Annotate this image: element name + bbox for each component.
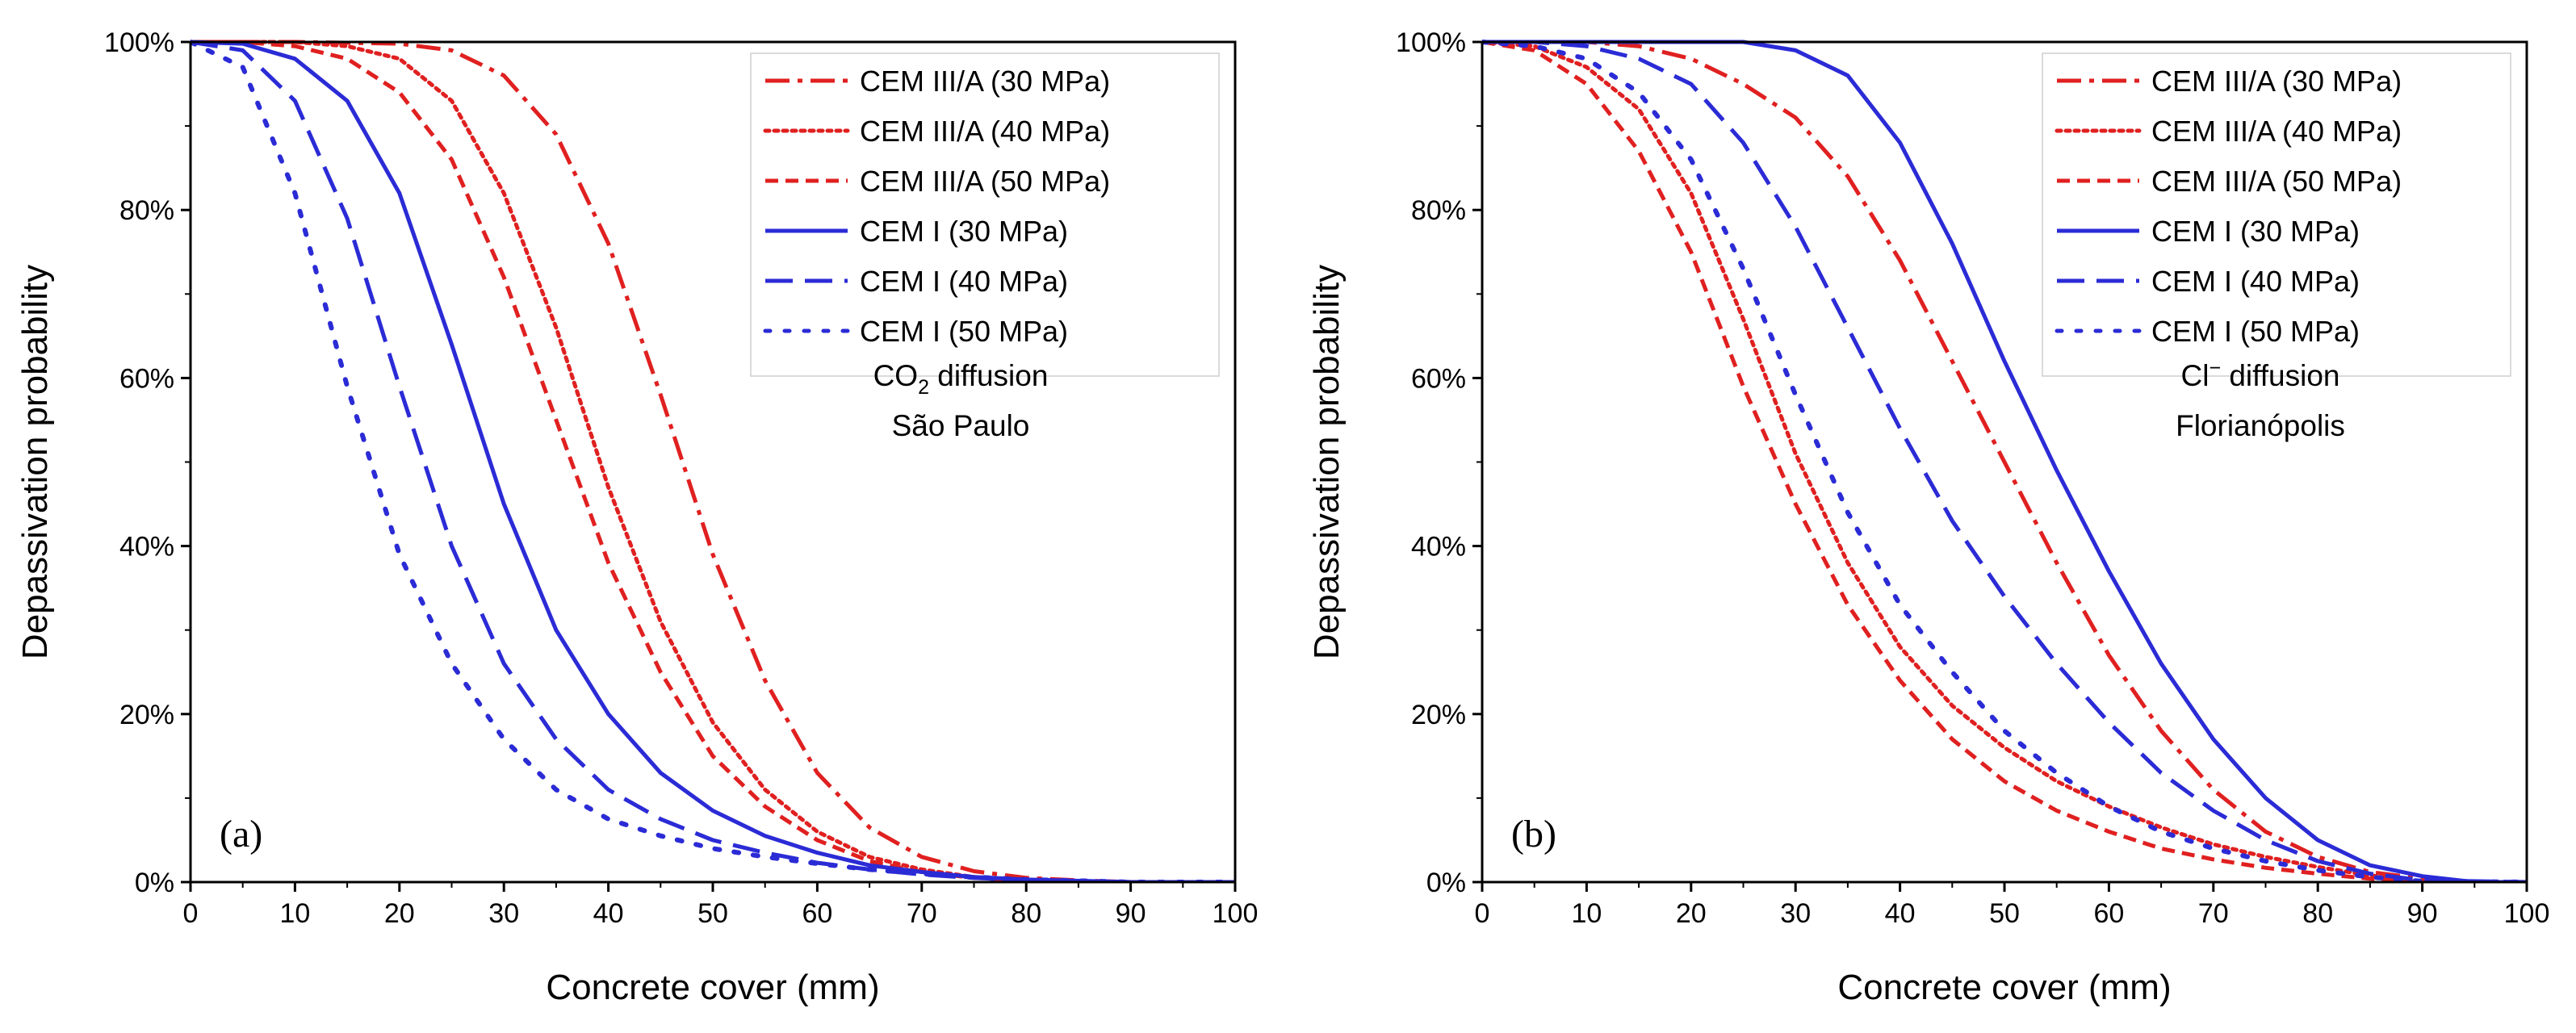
- y-tick-label: 0%: [1426, 868, 1466, 898]
- annotation-location: São Paulo: [892, 409, 1030, 442]
- x-tick-label: 50: [1989, 898, 2020, 929]
- legend-label: CEM III/A (30 MPa): [2151, 65, 2402, 98]
- annotation-diffusion: Cl− diffusion: [2181, 357, 2340, 392]
- x-tick-label: 0: [1475, 898, 1490, 929]
- x-tick-label: 30: [1780, 898, 1811, 929]
- x-tick-label: 20: [384, 898, 415, 929]
- x-tick-label: 100: [1213, 898, 1259, 929]
- legend-label: CEM I (50 MPa): [2151, 315, 2360, 348]
- x-tick-label: 40: [1885, 898, 1916, 929]
- series-line-6: [191, 40, 1235, 882]
- chart-panel-b: 0 10 20 30 40 50 60 70 80 90 100 0% 20% 40% 60% 80% 100%…: [1307, 27, 2549, 1007]
- panel-label: (b): [1511, 813, 1556, 855]
- series-line-1: [191, 40, 1235, 882]
- y-tick-label: 80%: [119, 195, 174, 226]
- legend-label: CEM III/A (40 MPa): [860, 115, 1110, 148]
- x-tick-label: 70: [2198, 898, 2229, 929]
- legend-label: CEM III/A (50 MPa): [2151, 165, 2402, 198]
- legend-label: CEM I (50 MPa): [860, 315, 1068, 348]
- legend-label: CEM III/A (40 MPa): [2151, 115, 2402, 148]
- series-line-5: [1482, 40, 2527, 882]
- y-tick-label: 0%: [135, 868, 174, 898]
- y-tick-label: 80%: [1411, 195, 1466, 226]
- legend-label: CEM I (40 MPa): [2151, 265, 2360, 298]
- legend-label: CEM I (30 MPa): [2151, 215, 2360, 248]
- x-tick-label: 80: [2302, 898, 2333, 929]
- legend-label: CEM I (40 MPa): [860, 265, 1068, 298]
- series-line-5: [191, 40, 1235, 882]
- chart-panel-a: 0 10 20 30 40 50 60 70 80 90 100 0% 20% 40% 60% 80% 100%…: [15, 27, 1258, 1007]
- x-tick-label: 10: [279, 898, 310, 929]
- legend-label: CEM III/A (30 MPa): [860, 65, 1110, 98]
- y-tick-label: 40%: [1411, 532, 1466, 563]
- series-line-2: [1482, 40, 2527, 882]
- x-tick-label: 90: [2407, 898, 2438, 929]
- legend-box: [2042, 52, 2511, 377]
- x-tick-label: 60: [2093, 898, 2124, 929]
- annotation-diffusion: CO2 diffusion: [873, 359, 1049, 399]
- y-tick-label: 60%: [1411, 363, 1466, 394]
- panel-label: (a): [220, 813, 262, 855]
- x-tick-label: 60: [802, 898, 832, 929]
- y-tick-label: 20%: [1411, 700, 1466, 730]
- x-tick-label: 30: [488, 898, 519, 929]
- x-tick-label: 70: [907, 898, 937, 929]
- y-tick-label: 100%: [1396, 27, 1466, 58]
- y-tick-label: 60%: [119, 363, 174, 394]
- legend-box: [750, 52, 1220, 377]
- y-axis-label: Depassivation probability: [1307, 265, 1347, 659]
- x-tick-label: 90: [1116, 898, 1146, 929]
- x-tick-label: 20: [1676, 898, 1707, 929]
- series-line-1: [1482, 40, 2527, 882]
- legend-label: CEM III/A (50 MPa): [860, 165, 1110, 198]
- x-tick-label: 50: [697, 898, 728, 929]
- y-tick-label: 40%: [119, 532, 174, 563]
- y-tick-label: 20%: [119, 700, 174, 730]
- x-tick-label: 10: [1571, 898, 1602, 929]
- legend: CEM III/A (30 MPa) CEM III/A (40 MPa) CEM …: [2042, 52, 2511, 377]
- x-tick-label: 100: [2504, 898, 2550, 929]
- x-axis-label: Concrete cover (mm): [1837, 968, 2171, 1007]
- legend-label: CEM I (30 MPa): [860, 215, 1068, 248]
- x-axis-label: Concrete cover (mm): [546, 968, 879, 1007]
- legend: CEM III/A (30 MPa) CEM III/A (40 MPa) CEM …: [750, 52, 1220, 377]
- y-axis-label: Depassivation probability: [15, 265, 55, 659]
- x-tick-label: 80: [1011, 898, 1041, 929]
- x-tick-label: 40: [593, 898, 624, 929]
- annotation-location: Florianópolis: [2176, 409, 2345, 442]
- x-tick-label: 0: [183, 898, 199, 929]
- series-line-3: [1482, 40, 2527, 882]
- series-line-6: [1482, 40, 2527, 882]
- y-tick-label: 100%: [104, 27, 174, 58]
